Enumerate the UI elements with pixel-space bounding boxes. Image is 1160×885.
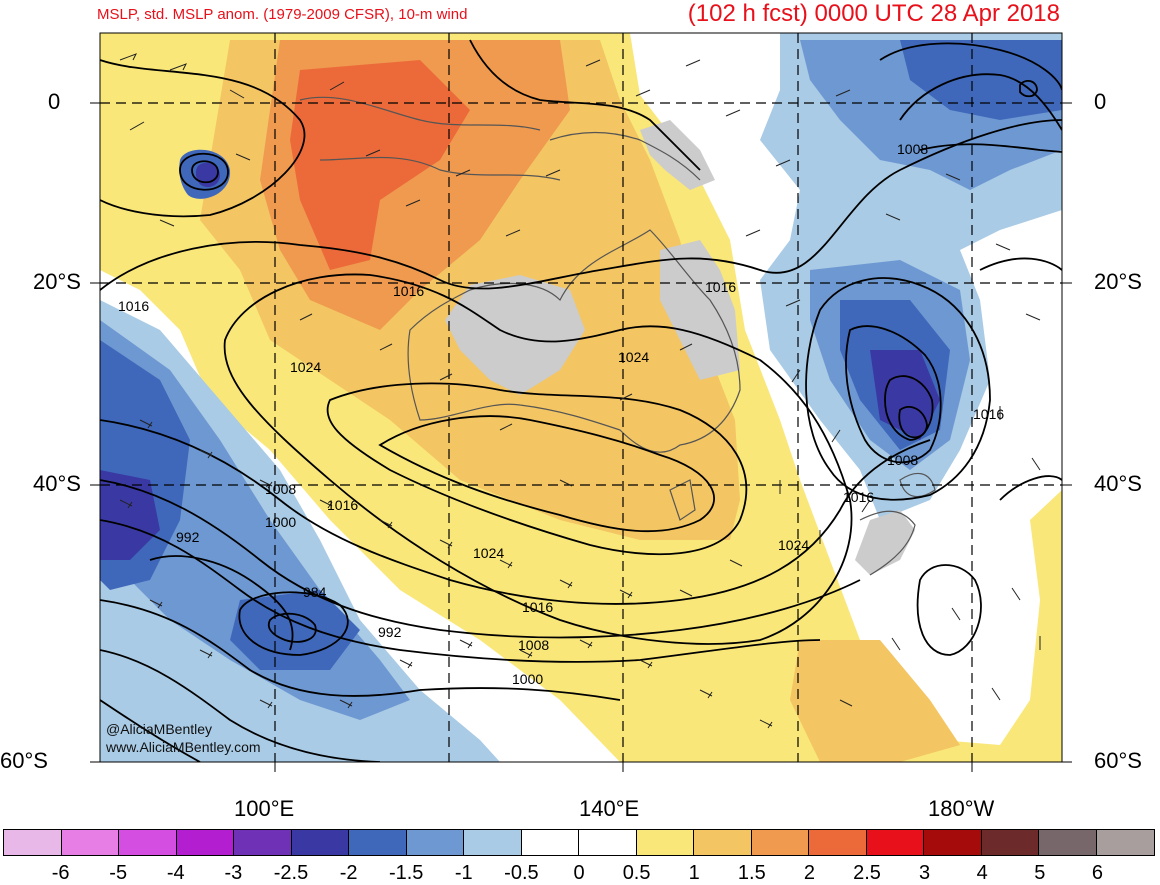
isobar-label: 1016: [522, 599, 553, 615]
graticule: [100, 33, 1062, 762]
colorbar-box: [291, 830, 349, 855]
colorbar-box: [406, 830, 464, 855]
anomaly-negative-1-5: [100, 340, 360, 670]
colorbar-box: [866, 830, 924, 855]
anomaly-positive-bottom: [790, 640, 960, 762]
credit-site: www.AliciaMBentley.com: [106, 739, 261, 755]
colorbar: [3, 829, 1155, 856]
isobar-label: 1008: [887, 452, 918, 468]
land-queensland: [660, 240, 740, 380]
isobar-label: 1016: [705, 279, 736, 295]
isobar-label: 1024: [473, 545, 504, 561]
lon-label-100e: 100°E: [234, 796, 295, 821]
colorbar-box: [579, 830, 637, 855]
colorbar-tick-label: 2.5: [853, 862, 881, 884]
isobar-label: 1016: [973, 406, 1004, 422]
coastlines: [299, 96, 936, 576]
isobar-label: 1008: [518, 637, 549, 653]
colorbar-box: [234, 830, 292, 855]
lat-label-right-20s: 20°S: [1094, 269, 1142, 294]
colorbar-box: [1096, 830, 1154, 855]
lat-label-right-40s: 40°S: [1094, 471, 1142, 496]
isobar-label: 1008: [897, 141, 928, 157]
isobar-label: 1016: [393, 283, 424, 299]
colorbar-box: [464, 830, 522, 855]
colorbar-tick-label: -6: [51, 862, 70, 884]
lat-label-left-20s: 20°S: [33, 269, 81, 294]
anomaly-positive-2: [290, 60, 470, 270]
colorbar-box: [809, 830, 867, 855]
map-title-left: MSLP, std. MSLP anom. (1979-2009 CFSR), …: [97, 6, 468, 23]
colorbar-tick-label: -1.5: [388, 862, 424, 884]
colorbar-tick-label: -2.5: [273, 862, 309, 884]
lon-label-180w: 180°W: [928, 796, 995, 821]
lat-label-left-0: 0: [48, 89, 61, 114]
isobar-label: 1016: [327, 497, 358, 513]
map-title-right: (102 h fcst) 0000 UTC 28 Apr 2018: [687, 0, 1060, 27]
colorbar-tick-label: -5: [109, 862, 128, 884]
land-new-guinea: [640, 120, 715, 190]
colorbar-box: [981, 830, 1039, 855]
colorbar-tick-label: -1: [454, 862, 473, 884]
colorbar-box: [4, 830, 62, 855]
axis-ticks: [90, 102, 1072, 772]
colorbar-box: [119, 830, 177, 855]
isobar-label: 1016: [118, 298, 149, 314]
colorbar-tick-label: 0: [573, 862, 585, 884]
colorbar-box: [636, 830, 694, 855]
isobars: [100, 39, 1062, 762]
colorbar-box: [349, 830, 407, 855]
isobar-label: 1024: [618, 349, 649, 365]
isobar-label: 1000: [265, 514, 296, 530]
colorbar-box: [176, 830, 234, 855]
colorbar-box: [924, 830, 982, 855]
isobar-label: 1000: [512, 671, 543, 687]
colorbar-tick-label: 1: [688, 862, 700, 884]
colorbar-tick-label: -2: [339, 862, 358, 884]
colorbar-tick-label: -4: [166, 862, 185, 884]
isobar-label: 1024: [290, 359, 321, 375]
anomaly-ne-1-5: [840, 40, 1062, 450]
isobar-label: 1008: [265, 481, 296, 497]
colorbar-tick-label: 2: [803, 862, 815, 884]
land-new-zealand: [855, 510, 915, 575]
lon-label-140e: 140°E: [579, 796, 640, 821]
colorbar-box: [521, 830, 579, 855]
credit-handle: @AliciaMBentley: [106, 721, 213, 737]
lat-label-right-0: 0: [1094, 89, 1107, 114]
colorbar-tick-label: 1.5: [737, 862, 766, 884]
wind-barbs: [119, 53, 1041, 729]
colorbar-tick-label: 0.5: [622, 862, 651, 884]
lat-label-right-60s: 60°S: [1094, 748, 1142, 773]
colorbar-tick-label: 3: [919, 862, 931, 884]
lat-label-left-60s: 60°S: [0, 748, 48, 773]
isobar-label: 984: [303, 584, 327, 600]
colorbar-tick-label: 4: [976, 862, 988, 884]
colorbar-tick-label: -3: [224, 862, 243, 884]
isobar-label: 1016: [843, 489, 874, 505]
colorbar-box: [61, 830, 119, 855]
colorbar-box: [1039, 830, 1097, 855]
colorbar-tick-label: 5: [1034, 862, 1046, 884]
colorbar-tick-label: -0.5: [504, 862, 539, 884]
colorbar-tick-label: 6: [1091, 862, 1103, 884]
isobar-labels: 1008 1016 1016 1024 1016 1024 1016 1008 …: [118, 141, 1004, 687]
isobar-label: 1024: [778, 537, 809, 553]
isobar-label: 992: [176, 529, 200, 545]
land-central-australia: [445, 275, 585, 395]
lat-label-left-40s: 40°S: [33, 471, 81, 496]
isobar-label: 992: [378, 624, 402, 640]
colorbar-box: [694, 830, 752, 855]
colorbar-box: [751, 830, 809, 855]
